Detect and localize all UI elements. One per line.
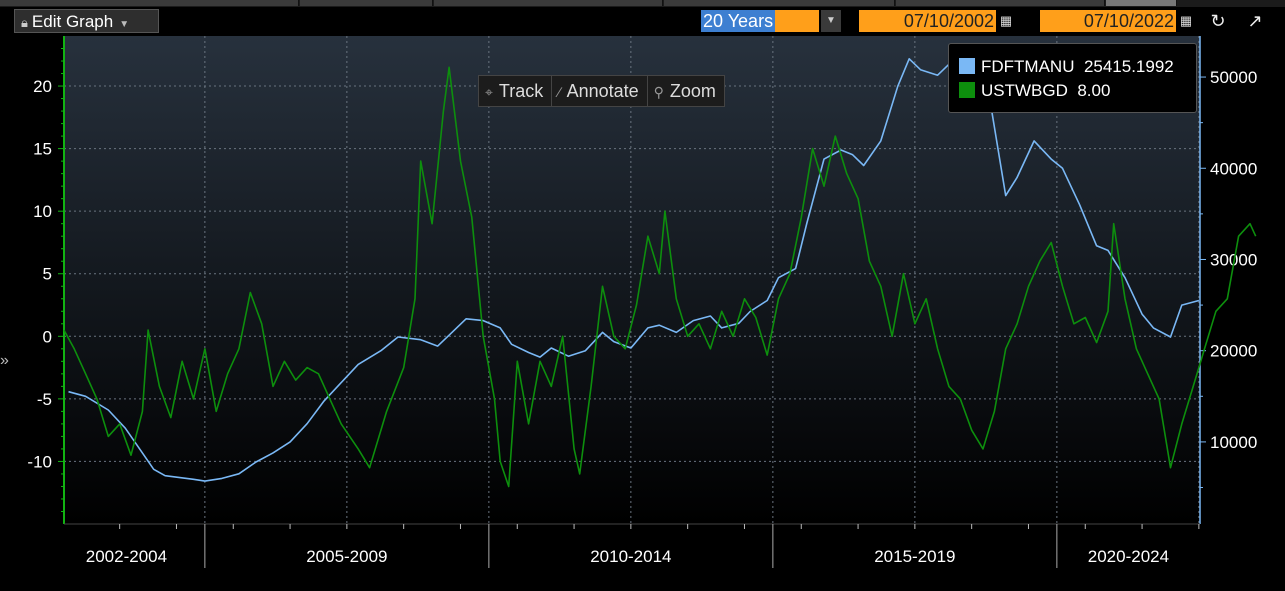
- left-tick-label: 5: [43, 265, 52, 284]
- x-tick-label: 2002-2004: [86, 547, 167, 566]
- tab-active[interactable]: [1106, 0, 1177, 6]
- toolbar: 🔒︎ Edit Graph ▼ 20 Years ▼ 07/10/2002 ▦ 07…: [0, 7, 1285, 36]
- start-date-input[interactable]: 07/10/2002: [859, 10, 996, 32]
- period-dropdown-icon[interactable]: ▼: [821, 10, 841, 32]
- caret-down-icon: ▼: [119, 19, 130, 30]
- x-tick-label: 2010-2014: [590, 547, 671, 566]
- legend-swatch: [959, 58, 975, 74]
- x-tick-label: 2020-2024: [1088, 547, 1169, 566]
- tab-5[interactable]: [896, 0, 1105, 6]
- left-tick-label: 20: [33, 77, 52, 96]
- chart-svg: 20151050-5-10500004000030000200001000020…: [27, 30, 1257, 568]
- left-tick-label: 15: [33, 140, 52, 159]
- crosshair-icon: ⌖: [485, 84, 493, 100]
- legend-ticker: USTWBGD: [981, 81, 1068, 100]
- tab-strip: [0, 0, 1285, 7]
- expand-panel-icon[interactable]: »: [0, 352, 9, 369]
- annotate-button[interactable]: ∕ Annotate: [552, 76, 648, 106]
- left-tick-label: -10: [27, 452, 52, 471]
- edit-graph-button[interactable]: 🔒︎ Edit Graph ▼: [14, 9, 159, 33]
- tab-1[interactable]: [0, 0, 299, 6]
- left-tick-label: 0: [43, 327, 52, 346]
- legend-ticker: FDFTMANU: [981, 57, 1075, 76]
- x-tick-label: 2005-2009: [306, 547, 387, 566]
- left-tick-label: 10: [33, 202, 52, 221]
- zoom-button[interactable]: ⚲ Zoom: [648, 76, 724, 106]
- refresh-icon[interactable]: ↻: [1210, 11, 1226, 31]
- legend-item-ustwbgd[interactable]: USTWBGD 8.00: [959, 81, 1110, 101]
- plot-background: [64, 36, 1200, 524]
- series-line-ustwbgd: [63, 66, 1257, 488]
- chart-area[interactable]: 20 15 10 5 0 -5 -10 50000 40000 30000 20000 10000 20…: [12, 30, 1285, 591]
- tab-3[interactable]: [434, 0, 663, 6]
- start-calendar-icon[interactable]: ▦: [999, 13, 1013, 28]
- chart-tools: ⌖ Track ∕ Annotate ⚲ Zoom: [478, 75, 725, 107]
- magnifier-icon: ⚲: [653, 84, 664, 100]
- period-label: 20 Years: [701, 10, 776, 32]
- right-tick-label: 20000: [1210, 342, 1257, 361]
- right-tick-label: 50000: [1210, 68, 1257, 87]
- legend-item-fdftmanu[interactable]: FDFTMANU 25415.1992: [959, 57, 1174, 77]
- pencil-icon: ∕: [558, 84, 561, 100]
- legend-value: 8.00: [1077, 81, 1111, 100]
- end-calendar-icon[interactable]: ▦: [1179, 13, 1193, 28]
- popout-icon[interactable]: ↗: [1247, 11, 1263, 31]
- track-button[interactable]: ⌖ Track: [479, 76, 553, 106]
- legend-value: 25415.1992: [1083, 57, 1174, 76]
- period-select[interactable]: 20 Years: [701, 10, 819, 32]
- right-tick-label: 40000: [1210, 159, 1257, 178]
- series-line-fdftmanu: [68, 57, 1200, 482]
- right-tick-label: 10000: [1210, 433, 1257, 452]
- tab-2[interactable]: [300, 0, 433, 6]
- edit-graph-label: Edit Graph: [31, 12, 114, 31]
- zoom-label: Zoom: [669, 81, 716, 101]
- left-tick-label: -5: [37, 390, 52, 409]
- x-tick-label: 2015-2019: [874, 547, 955, 566]
- lock-icon: 🔒︎: [21, 15, 28, 30]
- legend-swatch: [959, 82, 975, 98]
- track-label: Track: [498, 81, 544, 101]
- chart-legend: FDFTMANU 25415.1992 USTWBGD 8.00: [948, 43, 1197, 113]
- tab-4[interactable]: [664, 0, 895, 6]
- annotate-label: Annotate: [566, 81, 639, 101]
- end-date-input[interactable]: 07/10/2022: [1040, 10, 1176, 32]
